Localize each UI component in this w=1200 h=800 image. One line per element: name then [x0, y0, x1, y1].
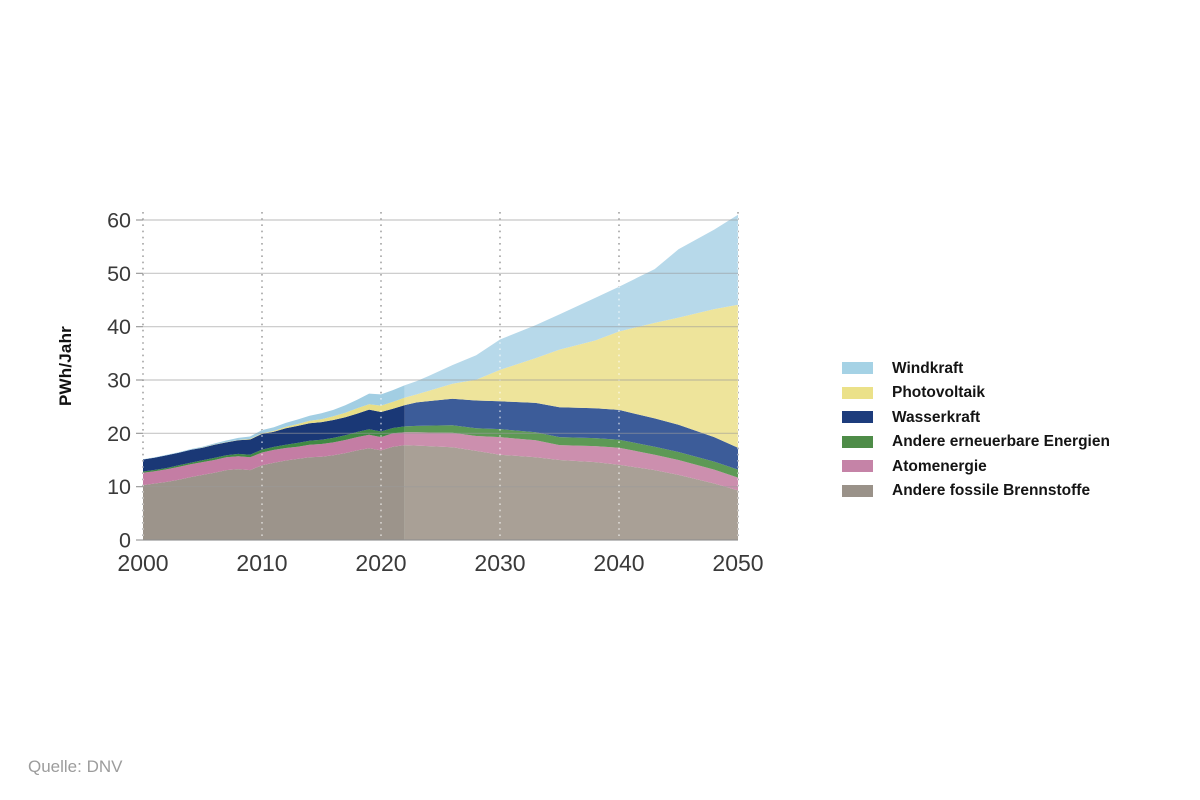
- legend-item: Windkraft: [842, 356, 1110, 381]
- area-atomenergie-historical: [143, 432, 405, 486]
- legend-swatch: [842, 411, 873, 424]
- area-photovoltaik-forecast: [404, 304, 738, 448]
- legend-label: Photovoltaik: [892, 384, 986, 401]
- area-atomenergie-forecast: [404, 432, 738, 491]
- x-tick-label: 2030: [474, 550, 525, 576]
- y-tick-label: 60: [107, 209, 131, 233]
- source-caption: Quelle: DNV: [28, 757, 123, 776]
- legend-label: Windkraft: [892, 359, 964, 377]
- area-windkraft-forecast: [404, 214, 738, 398]
- legend-swatch: [842, 484, 873, 497]
- legend-label: Atomenergie: [892, 457, 987, 475]
- y-tick-label: 40: [107, 315, 131, 339]
- legend-item: Andere fossile Brennstoffe: [842, 479, 1110, 504]
- area-wasserkraft-historical: [143, 405, 405, 472]
- x-tick-label: 2050: [712, 550, 763, 576]
- legend-label: Andere fossile Brennstoffe: [892, 482, 1091, 499]
- y-tick-label: 30: [107, 369, 131, 393]
- legend-item: Photovoltaik: [842, 381, 1110, 406]
- legend-swatch: [842, 362, 873, 375]
- y-tick-label: 20: [107, 422, 131, 446]
- x-tick-label: 2040: [593, 550, 644, 576]
- legend-swatch: [842, 386, 873, 399]
- area-andere-erneuerbare-energien-historical: [143, 426, 405, 473]
- legend: Windkraft Photovoltaik Wasserkraft Andere e…: [842, 356, 1110, 503]
- legend-item: Atomenergie: [842, 454, 1110, 479]
- y-axis-title: PWh/Jahr: [56, 326, 75, 407]
- area-wasserkraft-forecast: [404, 398, 738, 470]
- legend-item: Andere erneuerbare Energien: [842, 430, 1110, 455]
- area-andere-fossile-brennstoffe-historical: [143, 445, 405, 540]
- x-tick-label: 2010: [236, 550, 287, 576]
- legend-label: Wasserkraft: [892, 408, 981, 426]
- y-tick-label: 50: [107, 262, 131, 286]
- legend-item: Wasserkraft: [842, 405, 1110, 430]
- legend-swatch: [842, 460, 873, 473]
- x-tick-label: 2000: [117, 550, 168, 576]
- y-tick-label: 10: [107, 475, 131, 499]
- legend-swatch: [842, 435, 873, 448]
- area-andere-fossile-brennstoffe-forecast: [404, 445, 738, 540]
- x-tick-label: 2020: [355, 550, 406, 576]
- stack-gridline-overlay: [143, 214, 738, 540]
- y-tick-label: 0: [119, 529, 131, 553]
- area-andere-erneuerbare-energien-forecast: [404, 425, 738, 478]
- legend-label: Andere erneuerbare Energien: [892, 433, 1110, 450]
